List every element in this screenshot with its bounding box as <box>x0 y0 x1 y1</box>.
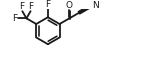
Text: F: F <box>12 14 17 23</box>
Text: F: F <box>28 2 34 11</box>
Text: N: N <box>92 1 99 10</box>
Text: O: O <box>66 1 73 10</box>
Text: F: F <box>45 0 50 9</box>
Text: F: F <box>19 2 24 11</box>
